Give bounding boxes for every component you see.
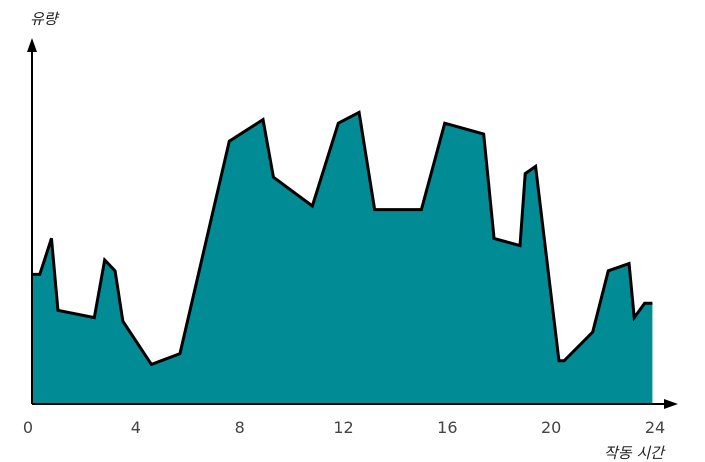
x-tick-label: 24 bbox=[645, 418, 665, 437]
series-line bbox=[32, 110, 653, 367]
x-tick-label: 0 bbox=[23, 418, 33, 437]
axes bbox=[27, 38, 678, 409]
x-tick-label: 12 bbox=[333, 418, 353, 437]
x-tick-label: 8 bbox=[235, 418, 245, 437]
x-tick-label: 20 bbox=[541, 418, 561, 437]
plot-area bbox=[32, 110, 653, 405]
x-axis-title: 작동 시간 bbox=[604, 444, 666, 462]
x-tick-label: 16 bbox=[437, 418, 457, 437]
y-axis-title: 유량 bbox=[30, 10, 60, 28]
y-axis-arrow-icon bbox=[27, 38, 37, 52]
x-axis-arrow-icon bbox=[664, 399, 678, 409]
area-fill bbox=[32, 112, 653, 405]
x-tick-labels: 0 4 8 12 16 20 24 bbox=[23, 418, 665, 437]
x-tick-label: 4 bbox=[131, 418, 141, 437]
